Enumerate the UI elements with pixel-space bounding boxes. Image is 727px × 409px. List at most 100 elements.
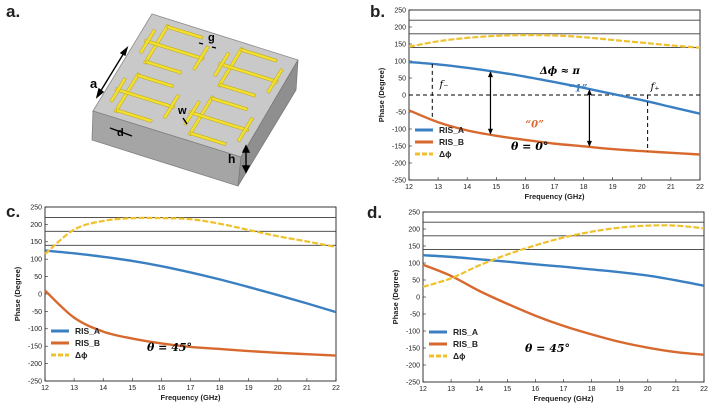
legend-entry: RIS_B	[75, 338, 100, 348]
y-tick-label: 200	[394, 24, 406, 31]
metal-pattern	[109, 23, 284, 146]
x-tick-label: 21	[667, 184, 675, 191]
y-tick-label: -200	[28, 361, 42, 368]
metal-horizontal-arm	[188, 110, 250, 133]
x-tick-label: 20	[274, 385, 282, 392]
series-line-ris-a	[422, 253, 705, 287]
dim-a-label: a	[90, 76, 98, 91]
annotation-f-plus: f₊	[650, 82, 660, 93]
x-tick-label: 14	[99, 385, 107, 392]
y-tick-label: 250	[408, 209, 420, 216]
y-tick-label: -250	[28, 378, 42, 385]
y-tick-label: 0	[402, 92, 406, 99]
y-tick-label: 250	[394, 7, 406, 14]
x-tick-label: 14	[475, 386, 483, 393]
series-line-ris-a	[408, 60, 701, 115]
metal-end-cap	[183, 100, 201, 126]
series-line-delta-phi	[422, 224, 705, 288]
y-tick-label: -200	[406, 362, 420, 369]
series-line-ris-b	[408, 109, 701, 156]
chart-b-annotations: Δϕ ≈ π “1” “0” f₋ f₊	[431, 63, 660, 152]
x-axis-label: Frequency (GHz)	[533, 394, 594, 403]
panel-label-c: c.	[6, 202, 21, 221]
y-tick-label: -200	[392, 160, 406, 167]
annotation-state-1: “1”	[569, 84, 588, 95]
x-axis-label: Frequency (GHz)	[524, 192, 585, 201]
y-tick-label: 150	[408, 243, 420, 250]
x-tick-label: 13	[434, 184, 442, 191]
dim-h-head-bottom	[241, 165, 251, 174]
y-tick-label: 100	[30, 257, 42, 264]
y-tick-label: 200	[408, 226, 420, 233]
metal-horizontal-arm	[217, 61, 279, 84]
metal-end-cap	[236, 116, 255, 143]
y-tick-label: 200	[30, 222, 42, 229]
y-tick-label: 50	[398, 75, 406, 82]
metal-end-cap	[192, 45, 210, 71]
y-tick-label: -150	[28, 344, 42, 351]
dim-d-arrow	[109, 127, 133, 137]
y-tick-label: 100	[408, 260, 420, 267]
x-tick-label: 17	[187, 385, 195, 392]
dim-d-label: d	[117, 127, 124, 139]
legend-entry: RIS_A	[453, 327, 478, 337]
x-tick-label: 18	[580, 184, 588, 191]
dim-w-arrow	[182, 117, 188, 125]
dim-g-label: g	[208, 32, 215, 44]
annotation-state-0: “0”	[525, 119, 544, 130]
panel-label-b: b.	[370, 2, 386, 21]
x-tick-label: 12	[41, 385, 49, 392]
x-axis-label: Frequency (GHz)	[160, 393, 221, 402]
x-tick-label: 15	[492, 184, 500, 191]
metal-end-cap	[219, 82, 257, 98]
series-line-ris-b	[44, 289, 337, 357]
substrate-right	[237, 59, 299, 187]
plot-area	[44, 206, 337, 382]
x-tick-label: 22	[332, 385, 340, 392]
x-tick-label: 16	[532, 386, 540, 393]
metal-end-cap	[138, 28, 157, 55]
dim-a-head-top	[119, 46, 129, 57]
x-tick-label: 17	[551, 184, 559, 191]
metal-end-cap	[136, 73, 174, 89]
x-tick-label: 20	[644, 386, 652, 393]
y-axis-label: Phase (Degree)	[391, 269, 400, 324]
y-axis-label: Phase (Degree)	[377, 67, 386, 122]
y-tick-label: 0	[38, 291, 42, 298]
y-tick-label: -150	[406, 345, 420, 352]
y-tick-label: -100	[392, 126, 406, 133]
y-tick-label: -100	[406, 328, 420, 335]
y-tick-label: 50	[412, 277, 420, 284]
theta-label: θ = 45°	[147, 341, 192, 354]
metal-horizontal-arm	[114, 87, 176, 110]
x-tick-label: 19	[616, 386, 624, 393]
y-tick-label: -50	[396, 109, 406, 116]
legend-entry: RIS_B	[453, 339, 478, 349]
y-tick-label: 150	[30, 239, 42, 246]
y-tick-label: 250	[30, 204, 42, 211]
metal-horizontal-arm	[143, 38, 205, 61]
y-tick-label: -50	[410, 311, 420, 318]
dim-a-arrow	[96, 47, 128, 98]
y-tick-label: -50	[32, 309, 42, 316]
y-tick-label: 100	[394, 58, 406, 65]
x-tick-label: 22	[696, 184, 704, 191]
dim-a-head-bottom	[95, 87, 105, 99]
x-tick-label: 16	[522, 184, 530, 191]
y-axis-label: Phase (Degree)	[13, 266, 22, 321]
panel-label-a: a.	[6, 2, 21, 21]
arrow-head-top	[487, 71, 493, 78]
series-line-delta-phi	[408, 34, 701, 49]
legend-entry: Δϕ	[439, 149, 452, 159]
x-tick-label: 12	[405, 184, 413, 191]
x-tick-label: 18	[588, 386, 596, 393]
legend-entry: RIS_A	[439, 125, 464, 135]
x-tick-label: 13	[70, 385, 78, 392]
legend-entry: RIS_A	[75, 326, 100, 336]
legend-entry: Δϕ	[453, 351, 466, 361]
x-tick-label: 16	[158, 385, 166, 392]
x-tick-label: 20	[638, 184, 646, 191]
theta-label: θ = 0°	[511, 140, 548, 153]
